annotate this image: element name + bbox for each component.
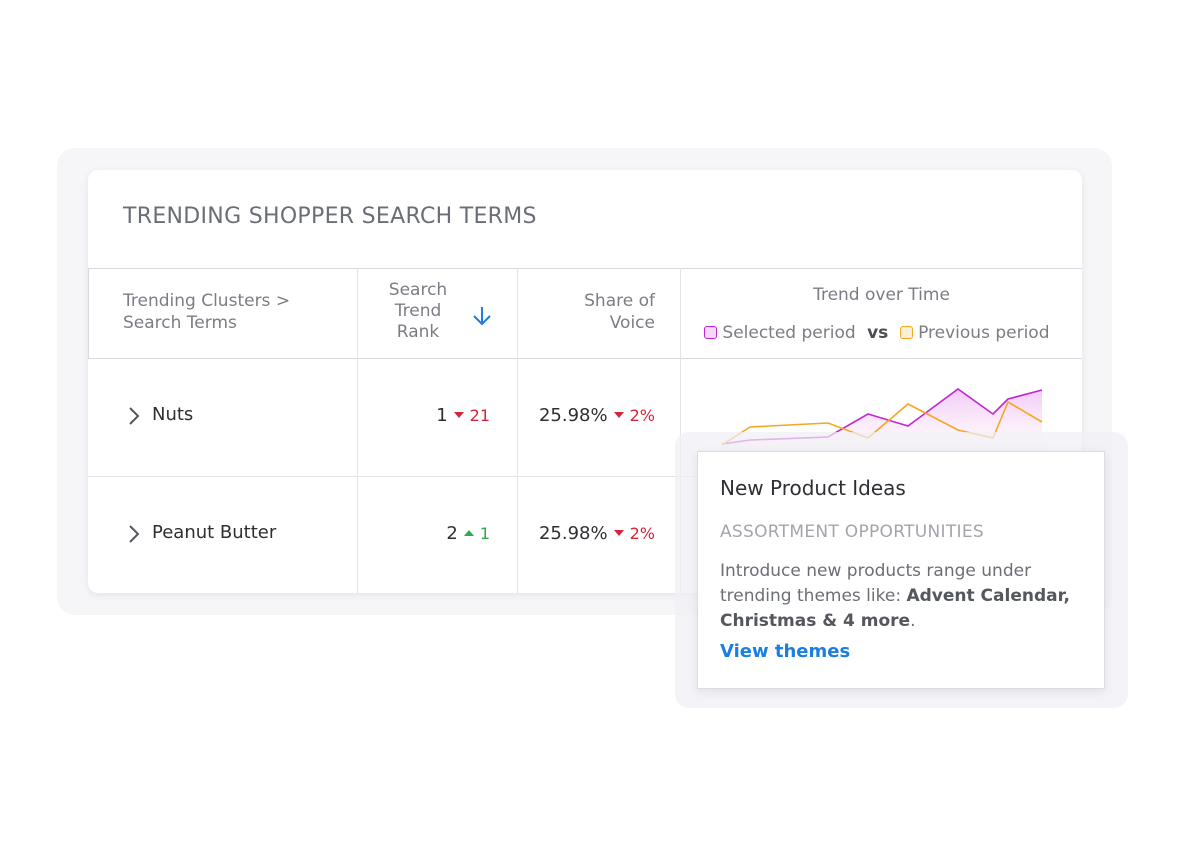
share-cell: 25.98% 2% bbox=[539, 405, 655, 426]
column-header[interactable]: Search Trend Rank bbox=[378, 280, 458, 343]
expand-chevron[interactable] bbox=[127, 524, 141, 544]
card-title: TRENDING SHOPPER SEARCH TERMS bbox=[123, 204, 537, 229]
header-line: Trending Clusters > bbox=[123, 291, 291, 311]
header-line: Search Terms bbox=[123, 313, 237, 333]
body-highlight: Advent Calendar, Christmas & 4 more bbox=[720, 586, 1070, 631]
share-change: 2% bbox=[629, 406, 655, 425]
rank-arrow bbox=[453, 412, 464, 418]
popup: New Product Ideas ASSORTMENT OPPORTUNITI… bbox=[697, 451, 1105, 689]
share-arrow bbox=[613, 412, 624, 418]
divider bbox=[88, 476, 1082, 477]
body-text: Introduce new products range under trend… bbox=[720, 561, 1032, 606]
divider bbox=[517, 268, 518, 593]
share: 25.98% bbox=[538, 405, 608, 426]
divider bbox=[680, 268, 681, 593]
share-cell: 25.98% 2% bbox=[539, 523, 655, 544]
rank: 2 bbox=[446, 523, 458, 544]
divider bbox=[357, 268, 358, 593]
divider bbox=[88, 268, 1082, 269]
popup-subtitle: ASSORTMENT OPPORTUNITIES bbox=[720, 522, 984, 542]
legend-swatch bbox=[704, 326, 717, 339]
header-line: Voice bbox=[609, 313, 655, 333]
search-term: Nuts bbox=[152, 404, 194, 425]
header-line: Search bbox=[388, 280, 448, 300]
legend: Selected period vs Previous period bbox=[704, 322, 1050, 344]
header-line: Rank bbox=[396, 322, 440, 342]
rank-arrow bbox=[463, 530, 474, 536]
sort-icon[interactable] bbox=[471, 305, 493, 327]
rank: 1 bbox=[436, 405, 448, 426]
legend-label: Previous period bbox=[918, 323, 1050, 343]
share-arrow bbox=[613, 530, 624, 536]
column-header: Trending Clusters > Search Terms bbox=[123, 290, 290, 334]
search-term: Peanut Butter bbox=[152, 522, 277, 543]
view-themes-link[interactable]: View themes bbox=[720, 641, 851, 662]
header-line: Share of bbox=[584, 291, 655, 311]
header-line: Trend bbox=[394, 301, 442, 321]
rank-change: 21 bbox=[469, 406, 490, 425]
body-text: . bbox=[910, 611, 916, 631]
legend-vs: vs bbox=[867, 323, 889, 343]
popup-title: New Product Ideas bbox=[720, 476, 906, 500]
trend-line bbox=[721, 400, 1043, 446]
column-header: Trend over Time bbox=[813, 285, 950, 305]
rank-cell: 1 21 bbox=[436, 405, 490, 426]
popup-body: Introduce new products range under trend… bbox=[720, 559, 1090, 634]
divider bbox=[88, 358, 1082, 359]
share: 25.98% bbox=[538, 523, 608, 544]
rank-change: 1 bbox=[479, 524, 490, 543]
legend-swatch bbox=[899, 326, 913, 339]
legend-label: Selected period bbox=[722, 323, 856, 343]
table-row[interactable]: Peanut Butter 2 1 25.98% 2% bbox=[88, 476, 1082, 593]
table-row[interactable]: Nuts 1 21 25.98% 2% bbox=[88, 358, 1082, 476]
expand-chevron[interactable] bbox=[127, 406, 141, 426]
divider bbox=[88, 268, 89, 358]
share-change: 2% bbox=[629, 524, 655, 543]
column-header: Share of Voice bbox=[528, 290, 655, 334]
